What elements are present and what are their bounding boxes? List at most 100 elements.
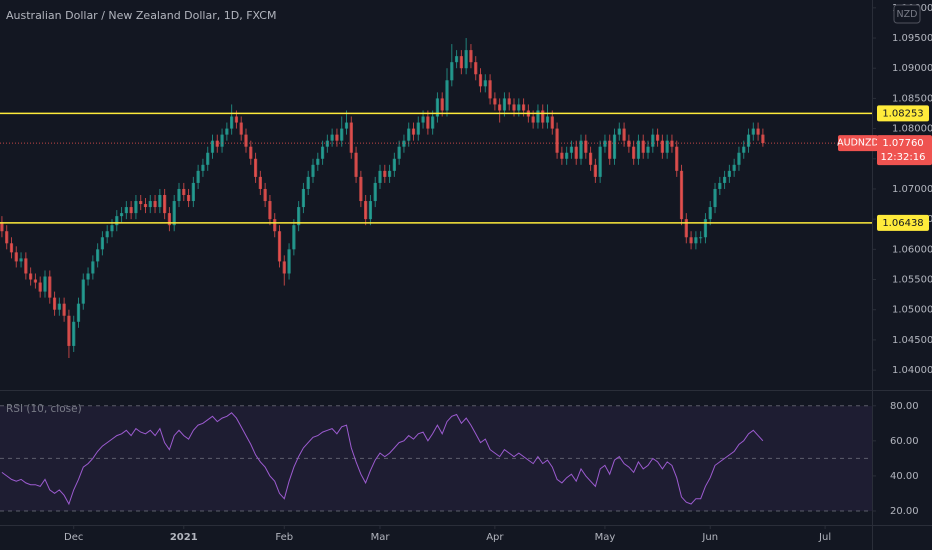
x-tick-label: Feb [275,532,293,543]
candle-body [81,279,85,304]
y-tick-label: 1.04000 [892,365,932,376]
candle-body [129,207,133,214]
candle-body [354,152,358,177]
candle-body [708,207,712,220]
y-tick-label: 1.08000 [892,124,932,135]
candle-body [703,219,708,238]
candle-body [699,237,703,239]
candle-body [91,261,95,274]
candle-body [43,276,47,292]
rsi-tick-label: 60.00 [890,436,919,447]
candle-body [598,146,602,177]
candle-body [435,98,440,117]
candle-body [301,188,306,208]
y-tick-label: 1.04500 [892,335,932,346]
candle-body [191,182,195,202]
x-tick-label: Jul [818,532,831,543]
candle-body [297,207,301,226]
candle-body [555,128,559,153]
level-label: 1.06438 [882,218,923,229]
candle-body [541,110,545,123]
candle-body [201,164,205,171]
candle-body [320,146,325,159]
candle-body [651,134,655,147]
candle-body [38,282,42,292]
candle-body [153,201,157,208]
candle-body [660,140,664,153]
candle-body [62,303,66,316]
candle-body [325,140,329,147]
candle-body [603,140,607,147]
candle-body [100,237,105,250]
candle-body [521,104,526,111]
candle-body [536,110,540,123]
candle-body [694,237,698,244]
candle-body [751,128,755,135]
x-tick-label: Apr [486,532,504,543]
candle-body [287,249,291,274]
candle-body [722,176,727,183]
candle-body [459,56,463,69]
candle-body [24,258,28,274]
chart-title: Australian Dollar / New Zealand Dollar, … [6,9,276,22]
candle-body [292,225,296,250]
candle-body [306,176,310,189]
candle-body [684,219,688,238]
candle-body [431,116,435,129]
candle-body [641,140,645,153]
candle-body [210,140,215,153]
candle-body [402,140,406,147]
candle-body [9,243,14,253]
candle-body [675,146,679,171]
candle-body [344,122,349,129]
candle-body [397,146,401,159]
candle-body [48,276,52,298]
rsi-tick-label: 80.00 [890,401,919,412]
candle-body [450,62,454,81]
level-label: 1.08253 [882,108,923,119]
candle-body [330,134,334,141]
candle-body [732,164,736,171]
candle-body [359,176,363,202]
rsi-tick-label: 40.00 [890,471,919,482]
candle-body [478,74,483,87]
candle-body [545,116,550,123]
candle-body [560,152,564,159]
candle-body [426,116,430,129]
candle-body [52,297,57,310]
candle-body [206,152,210,165]
candle-body [469,50,473,63]
candle-body [593,164,597,177]
candle-body [115,216,119,226]
candle-body [507,98,511,105]
candle-body [373,182,377,202]
candle-body [263,188,267,202]
candle-body [737,152,741,165]
candle-body [335,134,339,141]
candle-body [340,128,344,141]
candle-body [244,134,248,147]
candle-body [622,128,626,141]
candle-body [134,201,138,214]
candle-body [761,134,765,144]
countdown: 12:32:16 [881,152,926,163]
candle-body [646,146,650,153]
candle-body [5,231,9,244]
last-price-box [877,135,932,166]
candle-body [167,213,172,226]
candle-body [220,134,224,147]
candle-body [148,201,152,208]
candle-body [234,116,239,123]
candle-body [608,140,612,159]
candle-body [713,188,717,208]
candle-body [282,261,286,274]
candle-body [742,146,746,153]
candle-body [29,273,33,280]
candle-body [139,201,143,205]
candle-body [617,128,621,135]
candle-body [158,195,162,208]
x-tick-label: Mar [371,532,391,543]
candle-body [416,122,420,135]
candle-body [387,170,392,177]
